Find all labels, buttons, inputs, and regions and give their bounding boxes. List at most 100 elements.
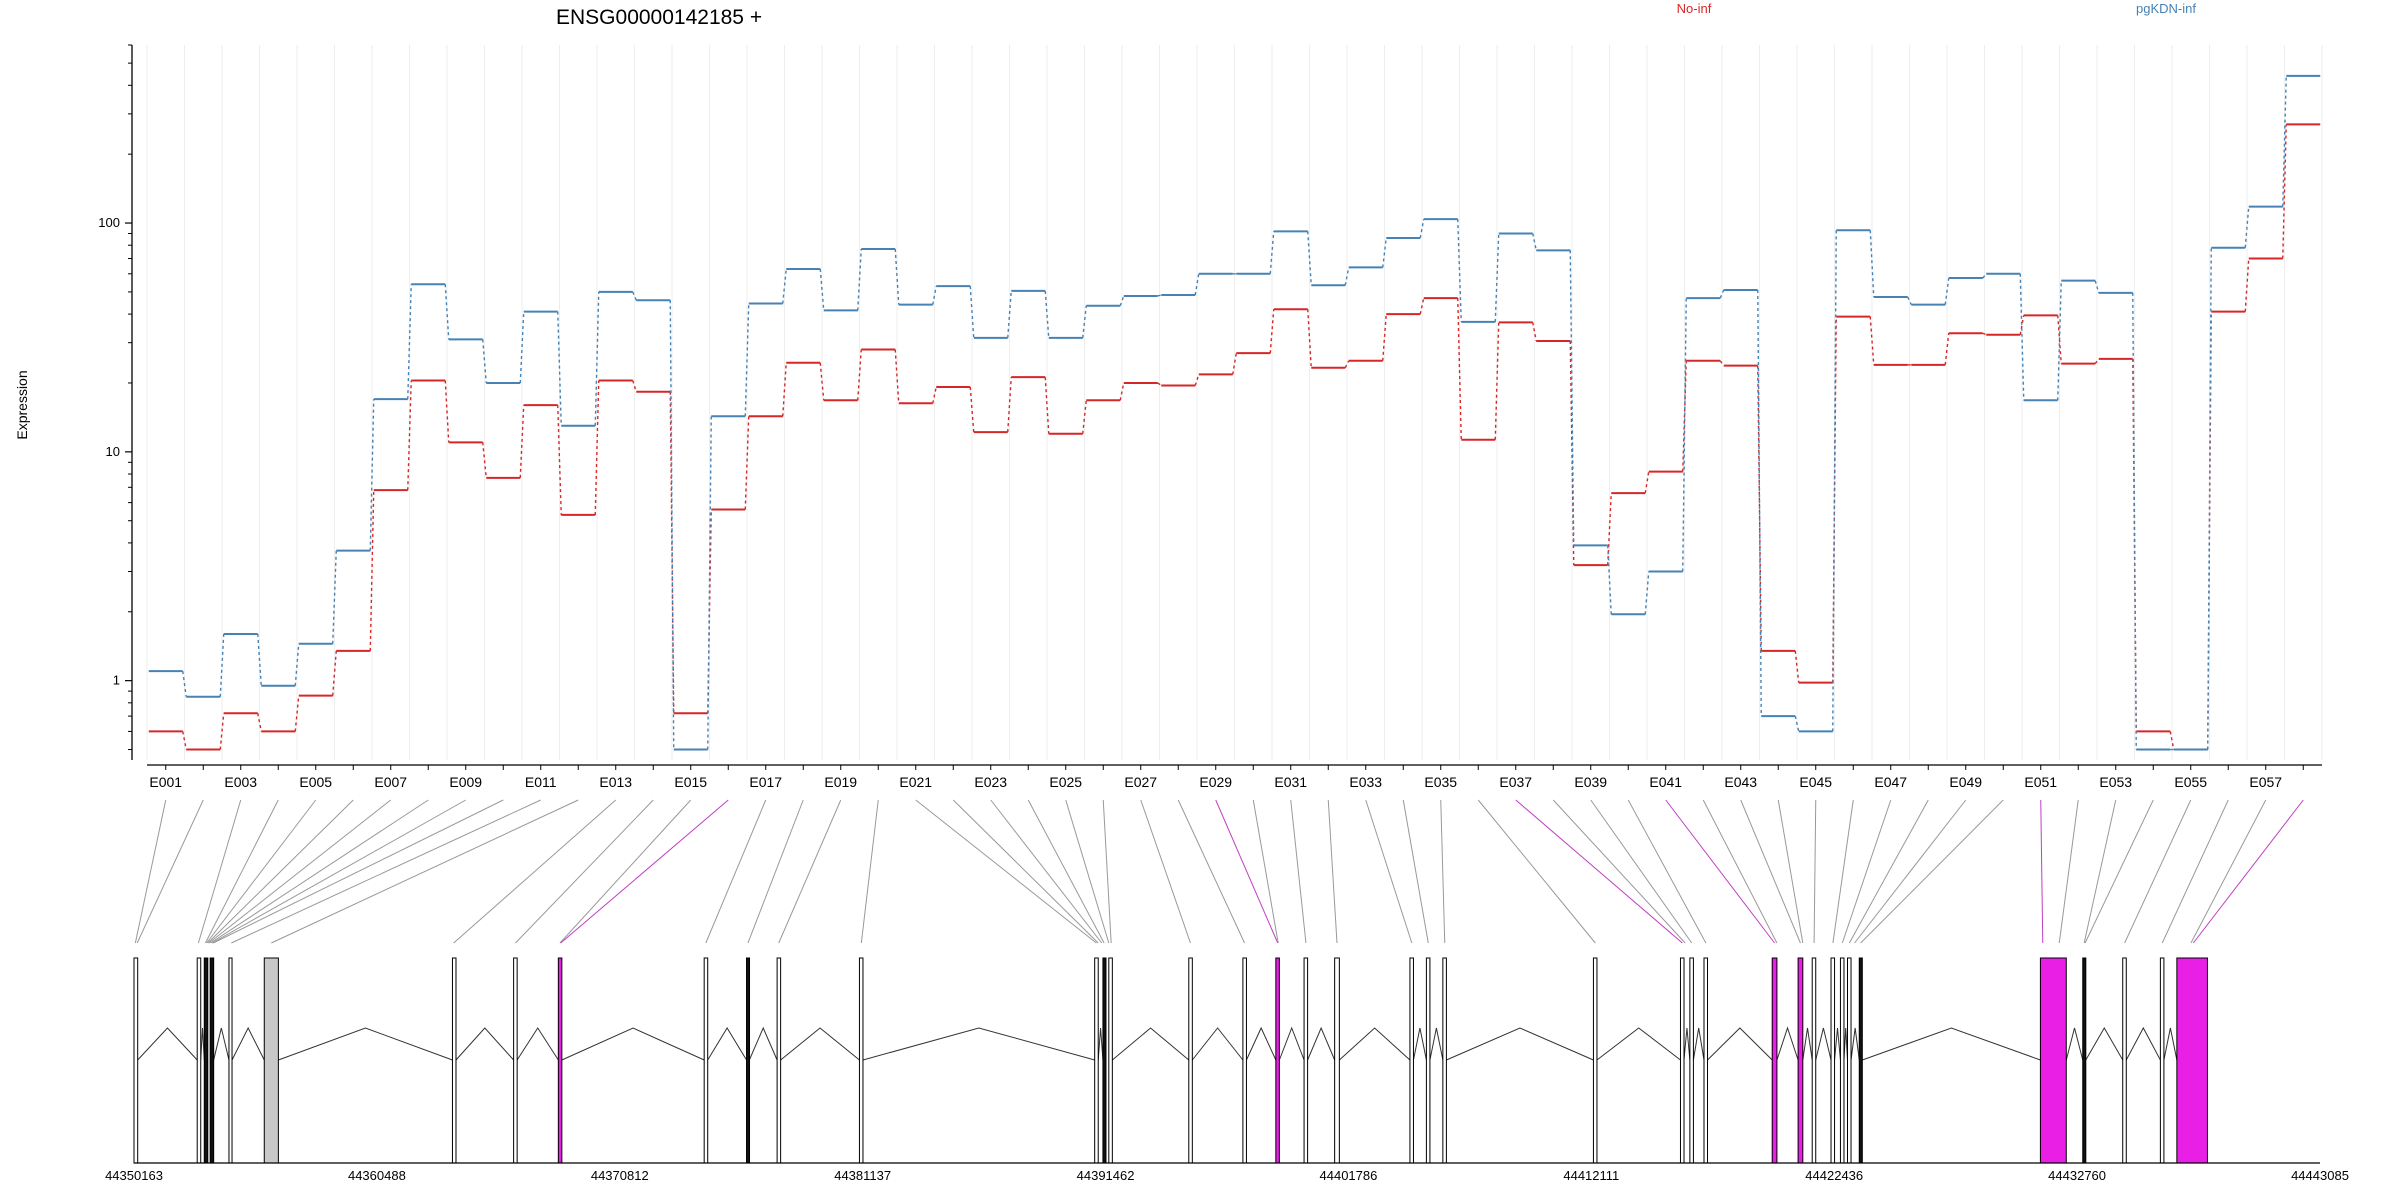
exon-box (1839, 957, 1845, 1164)
data-connector (2244, 258, 2250, 312)
data-connector (1644, 571, 1650, 615)
data-connector (1382, 314, 1387, 361)
x-tick-label: E051 (2024, 774, 2057, 790)
exon-box (1425, 957, 1431, 1164)
x-axis: E001 E003 E005 E007 E009 E011 E013 E015 E017 E019… (147, 764, 2322, 790)
intron-line (1815, 1027, 1832, 1061)
data-connector (1419, 297, 1425, 315)
exon-box (1275, 957, 1280, 1164)
exon-link-line (2058, 799, 2079, 944)
data-connector (1982, 332, 1987, 336)
exon-box (133, 957, 139, 1164)
intron-line (1834, 1027, 1841, 1061)
data-connector (969, 286, 975, 338)
exon-link-line (1477, 799, 1596, 944)
data-connector (1907, 296, 1912, 305)
data-connector (1044, 290, 1050, 338)
intron-line (1446, 1027, 1594, 1061)
data-connector (1307, 231, 1312, 286)
exon-link-line (1252, 799, 1279, 944)
data-connector (632, 380, 637, 393)
data-connector (407, 284, 412, 400)
exon-box (1679, 957, 1685, 1164)
exon-link-line (197, 799, 242, 944)
data-connector (2057, 280, 2062, 401)
intron-line (1802, 1027, 1813, 1061)
data-connector (482, 339, 487, 384)
exon-box (513, 957, 518, 1164)
intron-line (1278, 1026, 1305, 1061)
gene-model-track (133, 957, 2208, 1164)
exon-link-line (2040, 799, 2044, 944)
intron-line (2163, 1027, 2178, 1061)
exon-link-line (271, 799, 579, 944)
exon-link-line (1860, 799, 2004, 944)
exon-link-line (1552, 799, 1686, 944)
data-connector (857, 349, 862, 401)
exon-box (2176, 957, 2208, 1164)
data-connector (219, 633, 225, 697)
intron-line (516, 1027, 559, 1061)
exon-box (1689, 957, 1694, 1164)
exon-box (1771, 957, 1778, 1164)
exon-link-line (208, 799, 392, 944)
exon-link-line (1065, 799, 1110, 944)
exon-link-line (747, 799, 804, 944)
x-tick-label: E029 (1199, 774, 1232, 790)
exon-link-line (1177, 799, 1246, 944)
data-connector (1569, 250, 1575, 546)
genomic-coordinate-axis: 44350163 44360488 44370812 44381137 44391462… (105, 1162, 2349, 1183)
exon-link-line (560, 799, 729, 944)
exon-link-line (1515, 799, 1683, 944)
exon-box (1242, 957, 1247, 1164)
intron-line (1429, 1027, 1444, 1061)
intron-line (561, 1027, 705, 1061)
exon-link-line (231, 799, 541, 944)
x-tick-label: E017 (749, 774, 782, 790)
exon-box (1188, 957, 1193, 1164)
x-tick-label: E033 (1349, 774, 1382, 790)
exon-box (776, 957, 782, 1164)
data-connector (257, 633, 262, 686)
exon-box (1797, 957, 1804, 1164)
data-connector (1719, 360, 1725, 367)
intron-line (1191, 1027, 1244, 1061)
data-connector (557, 311, 562, 426)
exon-box (1108, 957, 1113, 1164)
data-connector (1344, 360, 1350, 369)
data-connector (2094, 280, 2100, 294)
data-connector (1269, 231, 1275, 274)
exon-box (1846, 957, 1852, 1164)
data-connector (632, 291, 637, 301)
plot-grid (146, 45, 2323, 760)
exon-link-line (207, 799, 354, 944)
data-connector (1532, 233, 1537, 251)
data-connector (969, 386, 975, 433)
intron-line (213, 1027, 230, 1061)
intron-line (1776, 1026, 1799, 1061)
exon-link-line (1027, 799, 1105, 944)
exon-box (228, 957, 233, 1164)
exon-link-line (1702, 799, 1778, 944)
exon-box (2039, 957, 2067, 1164)
data-connector (2132, 292, 2137, 750)
exon-link-line (1440, 799, 1446, 944)
coord-tick-label: 44443085 (2291, 1168, 2349, 1183)
data-connector (932, 386, 937, 404)
exon-link-line (1402, 799, 1429, 944)
intron-line (278, 1027, 453, 1061)
data-connector (1119, 382, 1125, 401)
intron-line (1862, 1027, 2041, 1061)
plot-series (148, 74, 2321, 751)
x-tick-label: E027 (1124, 774, 1157, 790)
data-connector (819, 268, 825, 311)
coord-tick-label: 44360488 (348, 1168, 406, 1183)
coord-tick-label: 44432760 (2048, 1168, 2106, 1183)
coord-tick-label: 44401786 (1320, 1168, 1378, 1183)
exon-box (1592, 957, 1598, 1164)
exon-box (2082, 957, 2087, 1164)
data-connector (1269, 309, 1275, 354)
data-connector (332, 650, 337, 696)
intron-line (1245, 1026, 1277, 1061)
exon-box (1442, 957, 1447, 1164)
